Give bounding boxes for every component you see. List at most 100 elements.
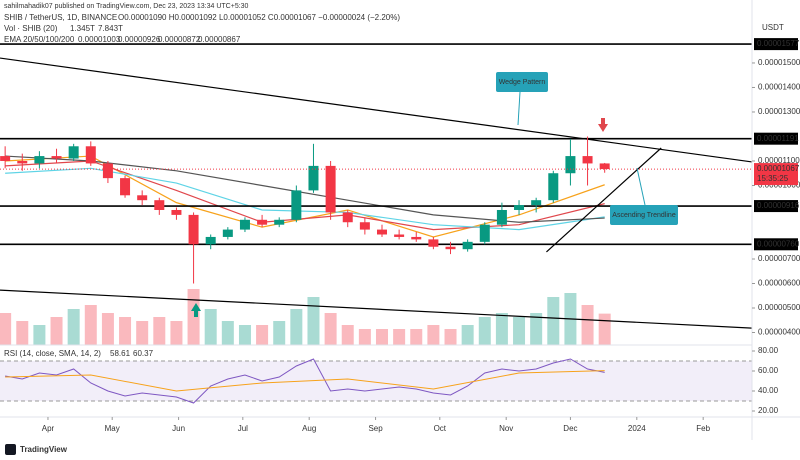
down-arrow — [598, 124, 608, 132]
y-tick-label: 0.00001300 — [758, 107, 800, 116]
candle-body — [51, 156, 62, 159]
volume-bar — [16, 321, 29, 345]
candle-body — [102, 163, 113, 179]
countdown: 15:35:25 — [757, 174, 789, 183]
level-label: 0.00000760 — [757, 239, 800, 248]
x-tick-label: Aug — [302, 424, 316, 433]
volume-bar — [581, 305, 594, 345]
volume-bar — [153, 317, 166, 345]
candle-body — [479, 224, 490, 242]
trendline — [0, 289, 753, 329]
candle-body — [34, 156, 45, 164]
rsi-tick-label: 40.00 — [758, 386, 779, 395]
candle-body — [496, 209, 507, 225]
volume-bar — [256, 325, 269, 345]
level-label: 0.00000916 — [757, 201, 800, 210]
rsi-value: 58.61 — [110, 349, 131, 358]
logo: TradingView — [20, 445, 68, 454]
volume-bar — [307, 297, 320, 345]
candle-body — [274, 219, 285, 225]
x-tick-label: 2024 — [628, 424, 646, 433]
ema-value: 0.00000867 — [198, 35, 241, 44]
annotation: Wedge Pattern — [499, 79, 546, 86]
trendline — [546, 147, 662, 253]
vol-value: 1.345T — [70, 24, 95, 33]
currency: USDT — [762, 23, 784, 32]
volume-bar — [358, 329, 371, 345]
rsi-band — [0, 361, 752, 401]
level-label: 0.00001191 — [757, 134, 799, 143]
volume-bar — [324, 313, 337, 345]
last-price-box — [754, 163, 798, 186]
volume-bar — [444, 329, 457, 345]
x-tick-label: Sep — [368, 424, 383, 433]
ema-value: 0.00000926 — [118, 35, 161, 44]
volume-bar — [495, 313, 508, 345]
volume-bar — [204, 309, 217, 345]
candle-body — [137, 195, 148, 201]
vol-label: Vol · SHIB (20) — [4, 24, 58, 33]
candle-body — [154, 200, 165, 210]
x-tick-label: May — [105, 424, 120, 433]
x-tick-label: Feb — [696, 424, 710, 433]
ema-value: 0.00000872 — [158, 35, 201, 44]
candle-body — [565, 156, 576, 174]
candle-body — [291, 190, 302, 220]
x-tick-label: Jul — [238, 424, 248, 433]
x-tick-label: Oct — [434, 424, 447, 433]
candle-body — [239, 219, 250, 230]
x-tick-label: Nov — [499, 424, 513, 433]
callout-box — [496, 72, 548, 92]
rsi-label: RSI (14, close, SMA, 14, 2) — [4, 349, 101, 358]
ema-label: EMA 20/50/100/200 — [4, 35, 75, 44]
vol-value: 7.843T — [98, 24, 123, 33]
level-label: 0.00001577 — [757, 39, 800, 48]
y-tick-label: 0.00001500 — [758, 58, 800, 67]
candle-body — [257, 219, 268, 225]
volume-bar — [547, 297, 560, 345]
byline: sahilmahadik07 published on TradingView.… — [4, 3, 249, 10]
candle-body — [548, 173, 559, 201]
volume-bar — [410, 329, 423, 345]
volume-bar — [101, 313, 114, 345]
volume-bar — [33, 325, 46, 345]
y-tick-label: 0.00001100 — [758, 156, 800, 165]
candle-body — [394, 234, 405, 237]
volume-bar — [375, 329, 388, 345]
annotation: Ascending Trendline — [612, 212, 676, 219]
volume-bar — [50, 317, 63, 345]
candle-body — [68, 146, 79, 159]
rsi-ma-line — [5, 370, 605, 392]
volume-bar — [341, 325, 354, 345]
y-tick-label: 0.00000600 — [758, 279, 800, 288]
y-tick-label: 0.00000500 — [758, 303, 800, 312]
callout-box — [610, 205, 678, 225]
level-label-box — [754, 200, 798, 213]
volume-bar — [84, 305, 97, 345]
candle-body — [582, 156, 593, 164]
candle-body — [599, 163, 610, 170]
candle-body — [342, 212, 353, 223]
volume-bar — [513, 317, 526, 345]
volume-bar — [238, 325, 251, 345]
volume-bar — [530, 313, 543, 345]
x-tick-label: Jun — [172, 424, 185, 433]
candle-body — [531, 200, 542, 206]
candle-body — [188, 214, 199, 245]
level-label-box — [754, 132, 798, 145]
volume-bar — [221, 321, 234, 345]
last-price-label: 0.00001067 — [757, 164, 800, 173]
candle-body — [0, 156, 11, 161]
volume-bar — [170, 321, 183, 345]
candle-body — [308, 165, 319, 191]
up-arrow — [191, 303, 201, 311]
logo-icon — [5, 444, 16, 455]
candle-body — [411, 236, 422, 240]
volume-bar — [273, 321, 286, 345]
volume-bar — [136, 321, 149, 345]
y-tick-label: 0.00000700 — [758, 254, 800, 263]
plot — [0, 43, 753, 404]
volume-bar — [461, 325, 474, 345]
volume-bar — [393, 329, 406, 345]
